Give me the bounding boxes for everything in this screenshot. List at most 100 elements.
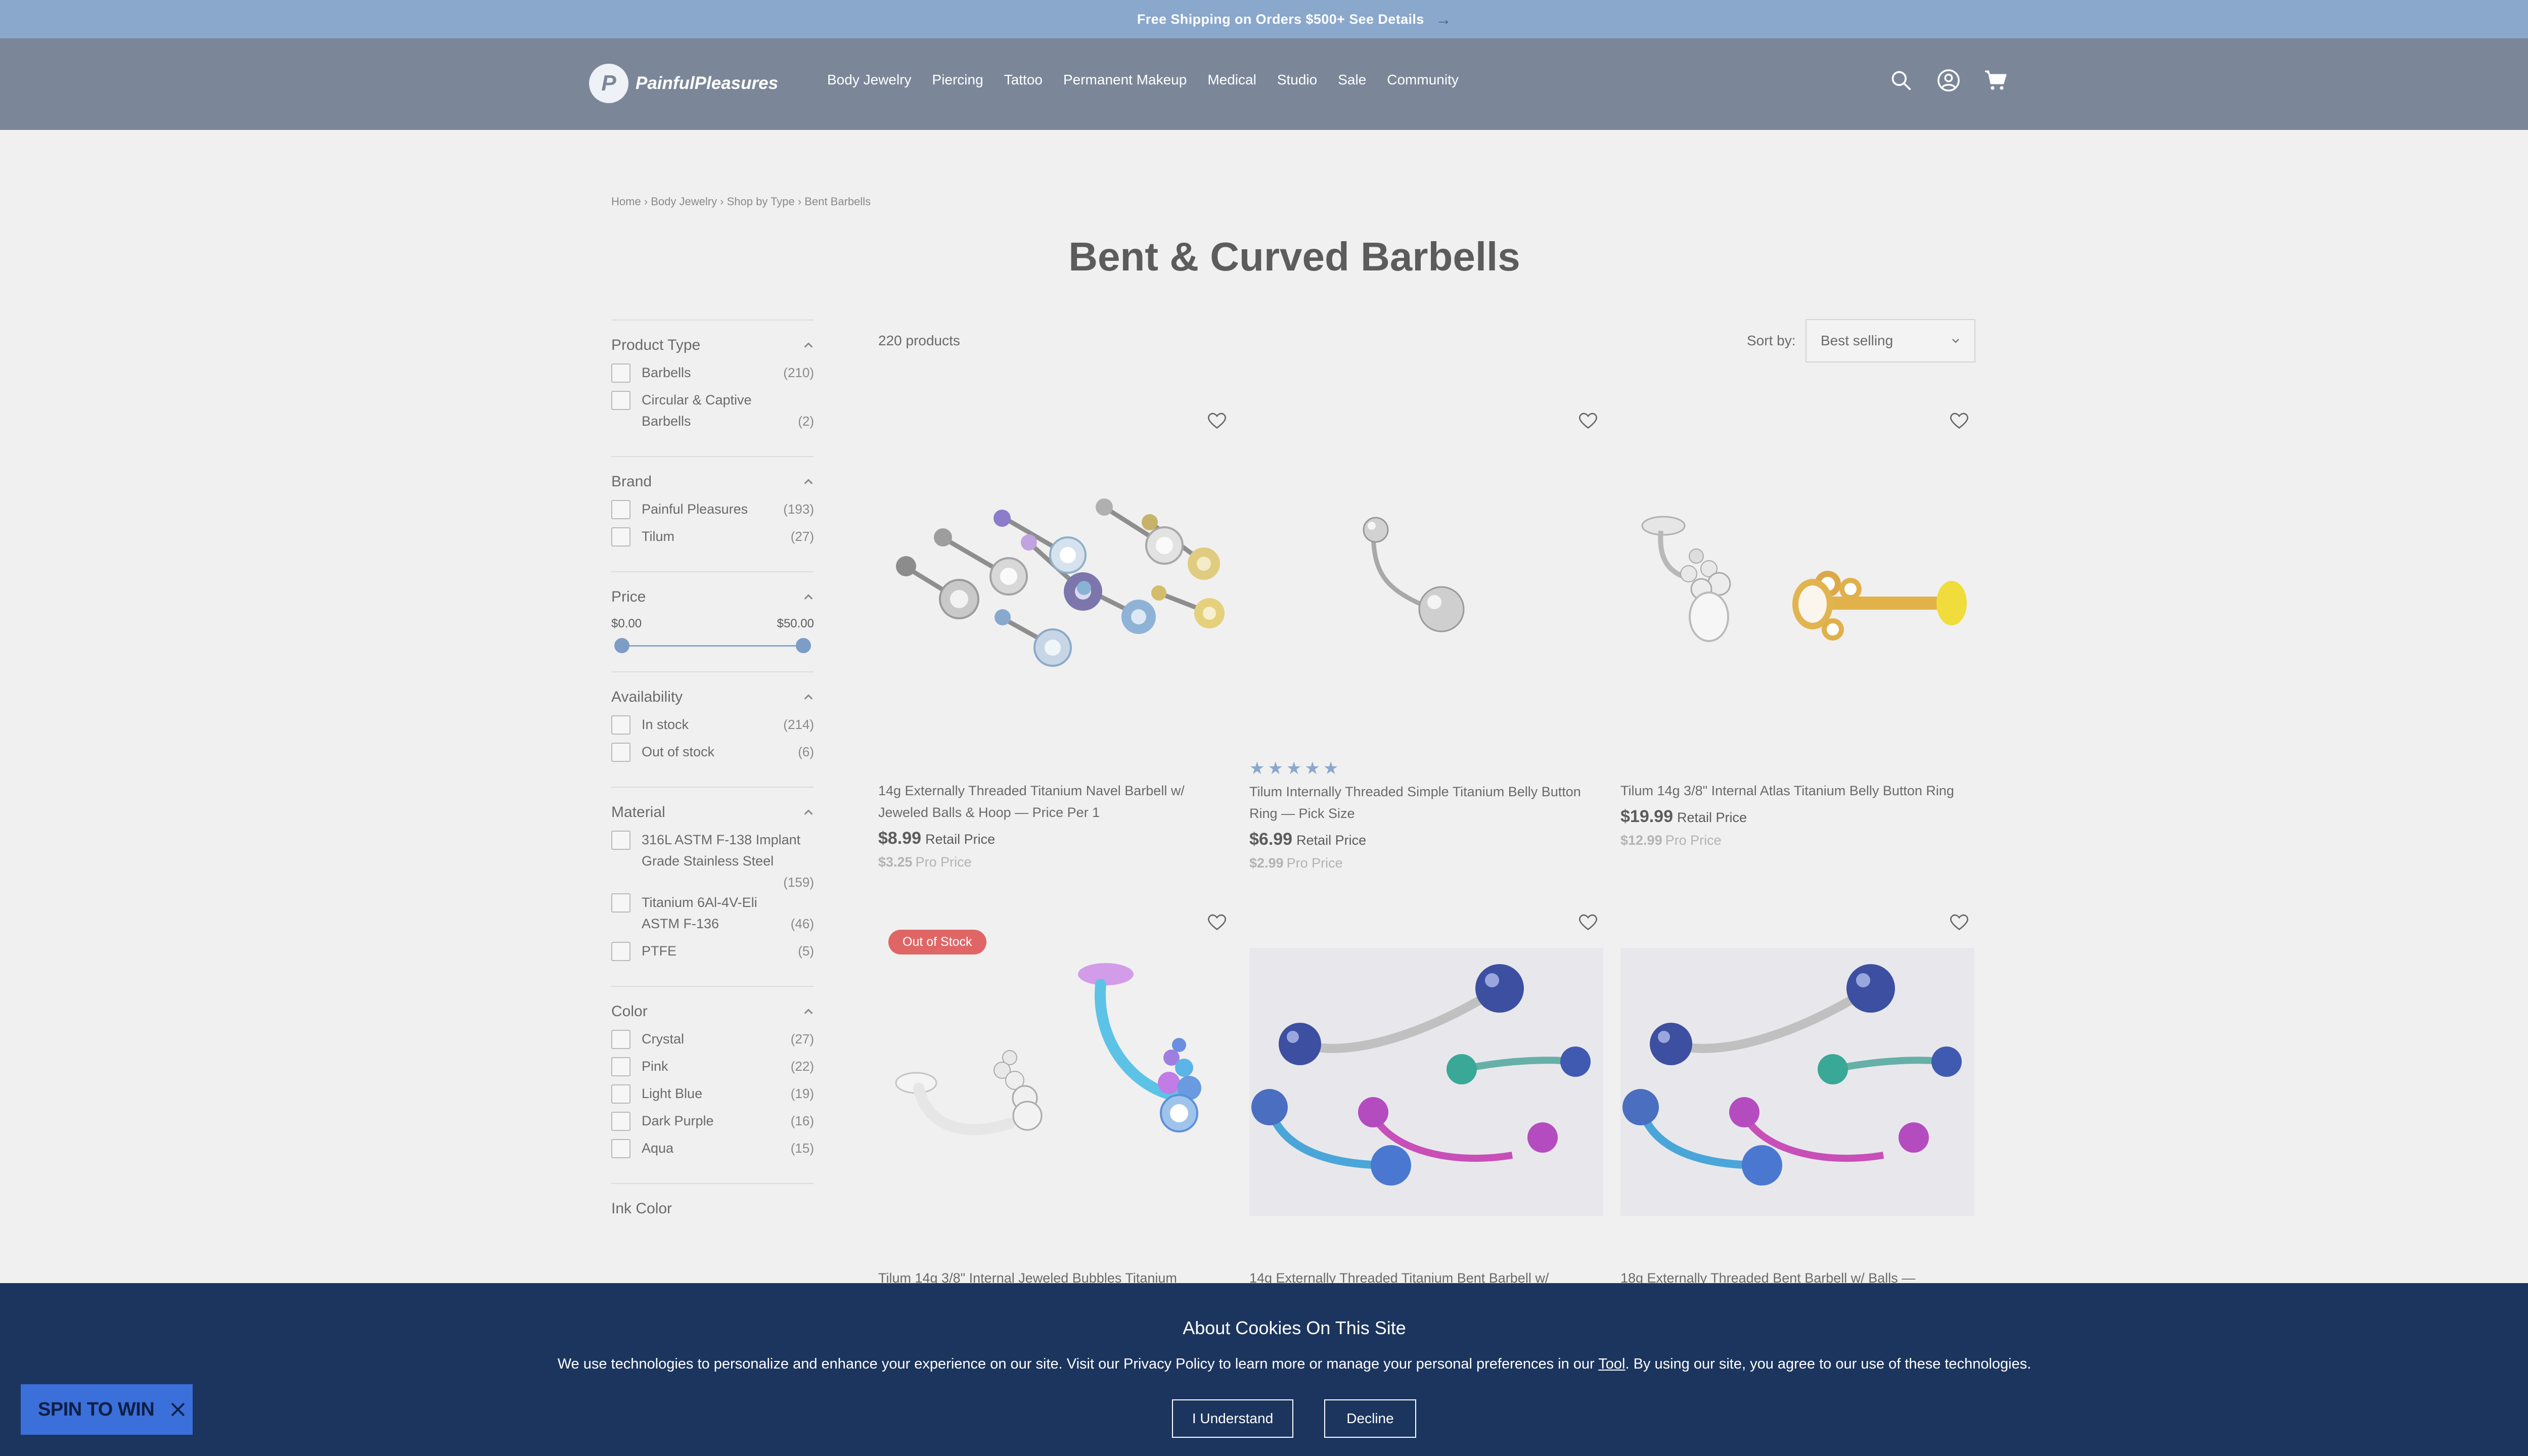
price-slider[interactable] — [611, 636, 814, 656]
filter-option[interactable]: Painful Pleasures (193) — [611, 500, 814, 520]
facet-material: Material 316L ASTM F-138 Implant Grade S… — [611, 787, 814, 986]
checkbox[interactable] — [611, 942, 630, 961]
facet-header[interactable]: Ink Color — [611, 1200, 814, 1217]
nav-community[interactable]: Community — [1387, 72, 1459, 87]
checkbox[interactable] — [611, 831, 630, 850]
filter-option[interactable]: Aqua (15) — [611, 1139, 814, 1159]
arrow-right-icon: → — [1435, 10, 1452, 28]
product-name[interactable]: Tilum 14g 3/8" Internal Atlas Titanium B… — [1620, 783, 1954, 798]
option-label: 316L ASTM F-138 Implant Grade Stainless … — [642, 832, 801, 869]
option-label: Out of stock — [642, 744, 715, 759]
checkbox[interactable] — [611, 743, 630, 762]
search-icon[interactable] — [1888, 68, 1914, 93]
price-range-labels: $0.00 $50.00 — [611, 617, 814, 631]
slider-min-handle[interactable] — [614, 638, 629, 653]
nav-body-jewelry[interactable]: Body Jewelry — [827, 72, 912, 87]
facet-header[interactable]: Product Type — [611, 337, 814, 354]
option-label: Titanium 6Al-4V-Eli ASTM F-136 — [642, 895, 757, 931]
checkbox[interactable] — [611, 1030, 630, 1049]
facet-title: Price — [611, 588, 646, 605]
pro-price: $12.99 Pro Price — [1620, 833, 1974, 848]
option-count: (22) — [790, 1059, 814, 1074]
cart-icon[interactable] — [1983, 68, 2009, 93]
nav-studio[interactable]: Studio — [1277, 72, 1318, 87]
nav-tattoo[interactable]: Tattoo — [1004, 72, 1043, 87]
option-label: Pink — [642, 1059, 668, 1074]
filter-option[interactable]: Barbells (210) — [611, 363, 814, 383]
nav-sale[interactable]: Sale — [1338, 72, 1367, 87]
option-count: (210) — [783, 365, 814, 380]
main-nav: Body Jewelry Piercing Tattoo Permanent M… — [827, 72, 1459, 88]
facet-header[interactable]: Availability — [611, 689, 814, 706]
facet-header[interactable]: Material — [611, 804, 814, 821]
heart-icon[interactable] — [1207, 411, 1227, 431]
product-name[interactable]: Tilum Internally Threaded Simple Titaniu… — [1249, 784, 1581, 821]
pro-price-label: Pro Price — [1286, 855, 1343, 871]
product-image[interactable] — [1620, 422, 1974, 776]
nav-medical[interactable]: Medical — [1207, 72, 1256, 87]
filter-option[interactable]: Tilum (27) — [611, 527, 814, 547]
checkbox[interactable] — [611, 1057, 630, 1076]
option-label: Light Blue — [642, 1086, 703, 1101]
checkbox[interactable] — [611, 1139, 630, 1158]
sort-select[interactable]: Best selling — [1805, 319, 1975, 362]
facet-brand: Brand Painful Pleasures (193) Tilum (27) — [611, 456, 814, 571]
filter-option[interactable]: Crystal (27) — [611, 1030, 814, 1050]
heart-icon[interactable] — [1578, 411, 1598, 431]
product-image[interactable] — [1249, 422, 1603, 776]
logo[interactable]: P PainfulPleasures — [589, 64, 778, 103]
checkbox[interactable] — [611, 363, 630, 383]
accept-cookies-button[interactable]: I Understand — [1172, 1399, 1293, 1438]
filter-option[interactable]: Pink (22) — [611, 1057, 814, 1077]
product-image[interactable] — [878, 422, 1232, 776]
checkbox[interactable] — [611, 527, 630, 547]
chevron-up-icon — [804, 694, 813, 700]
retail-price-value: $6.99 — [1249, 830, 1293, 849]
checkbox[interactable] — [611, 500, 630, 519]
slider-max-handle[interactable] — [796, 638, 811, 653]
filter-option[interactable]: Out of stock (6) — [611, 743, 814, 762]
filter-option[interactable]: Dark Purple (16) — [611, 1112, 814, 1131]
filter-option[interactable]: In stock (214) — [611, 715, 814, 735]
checkbox[interactable] — [611, 1084, 630, 1104]
facet-header[interactable]: Price — [611, 588, 814, 606]
facet-header[interactable]: Brand — [611, 473, 814, 490]
spin-to-win-button[interactable]: SPIN TO WIN — [21, 1384, 193, 1435]
checkbox[interactable] — [611, 391, 630, 410]
product-name[interactable]: 14g Externally Threaded Titanium Navel B… — [878, 783, 1185, 820]
checkbox[interactable] — [611, 893, 630, 913]
decline-cookies-button[interactable]: Decline — [1324, 1399, 1416, 1438]
heart-icon[interactable] — [1207, 913, 1227, 933]
heart-icon[interactable] — [1949, 913, 1969, 933]
cookie-title: About Cookies On This Site — [1183, 1317, 1406, 1338]
announcement-text[interactable]: Free Shipping on Orders $500+ See Detail… — [1137, 11, 1424, 27]
announcement-bar[interactable]: Free Shipping on Orders $500+ See Detail… — [0, 0, 2528, 38]
heart-icon[interactable] — [1578, 913, 1598, 933]
account-icon[interactable] — [1936, 68, 1961, 93]
breadcrumb[interactable]: Home › Body Jewelry › Shop by Type › Ben… — [611, 195, 871, 208]
product-image[interactable] — [1620, 948, 1974, 1302]
nav-piercing[interactable]: Piercing — [932, 72, 983, 87]
facet-color: Color Crystal (27) Pink (22) Light Blue … — [611, 986, 814, 1183]
filter-option[interactable]: Circular & Captive Barbells (2) — [611, 391, 814, 432]
chevron-up-icon — [804, 594, 813, 600]
filter-option[interactable]: Light Blue (19) — [611, 1084, 814, 1104]
cookie-tool-link[interactable]: Tool — [1598, 1356, 1626, 1372]
facet-header[interactable]: Color — [611, 1003, 814, 1020]
option-label: Aqua — [642, 1141, 674, 1156]
pro-price-label: Pro Price — [915, 854, 972, 870]
close-icon[interactable] — [169, 1401, 187, 1418]
checkbox[interactable] — [611, 715, 630, 735]
nav-permanent-makeup[interactable]: Permanent Makeup — [1063, 72, 1187, 87]
product-image[interactable] — [1249, 948, 1603, 1302]
filter-option[interactable]: 316L ASTM F-138 Implant Grade Stainless … — [611, 831, 814, 890]
product-image[interactable] — [878, 914, 1232, 1267]
slider-track — [620, 645, 805, 647]
checkbox[interactable] — [611, 1112, 630, 1131]
star-icon: ★ — [1249, 759, 1265, 778]
chevron-up-icon — [804, 342, 813, 348]
facet-title: Availability — [611, 689, 683, 705]
heart-icon[interactable] — [1949, 411, 1969, 431]
filter-option[interactable]: Titanium 6Al-4V-Eli ASTM F-136 (46) — [611, 893, 814, 934]
filter-option[interactable]: PTFE (5) — [611, 942, 814, 962]
